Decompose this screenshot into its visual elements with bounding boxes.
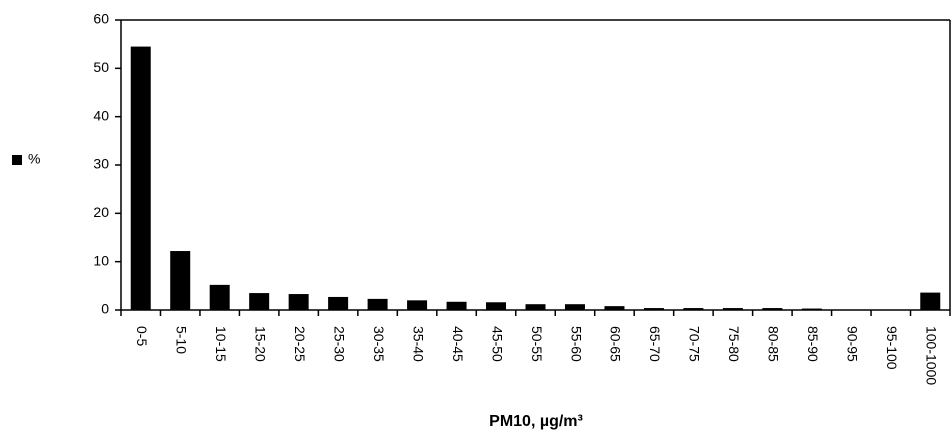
bar [407,300,428,310]
bar [328,296,349,310]
x-tick-label: 65-70 [647,326,663,362]
bar [367,298,388,310]
y-tick-label: 60 [93,11,109,27]
bar [643,308,664,310]
x-tick-label: 15-20 [252,326,268,362]
legend-swatch [12,155,22,165]
x-tick-label: 50-55 [529,326,545,362]
bar [564,304,585,310]
bar [209,284,230,310]
bar [683,308,704,310]
x-tick-label: 70-75 [687,326,703,362]
bar [604,306,625,310]
y-tick-label: 0 [101,301,109,317]
x-tick-label: 55-60 [568,326,584,362]
bar [170,251,191,310]
bar [249,293,270,310]
bar [920,292,941,310]
x-tick-label: 10-15 [213,326,229,362]
bar [801,308,822,310]
bar [722,308,743,310]
y-tick-label: 10 [93,252,109,268]
x-tick-label: 90-95 [845,326,861,362]
x-tick-label: 75-80 [726,326,742,362]
x-tick-label: 40-45 [450,326,466,362]
y-tick-label: 30 [93,156,109,172]
bar [288,294,309,310]
x-tick-label: 35-40 [410,326,426,362]
bar [525,304,546,310]
bar [486,302,507,310]
x-tick-label: 60-65 [608,326,624,362]
x-tick-label: 25-30 [331,326,347,362]
bar [130,46,151,310]
x-tick-label: 5-10 [174,326,190,354]
x-tick-label: 80-85 [766,326,782,362]
x-axis-title: PM10, µg/m³ [489,413,583,430]
y-tick-label: 20 [93,204,109,220]
bar [446,301,467,310]
x-tick-label: 100-1000 [924,326,940,385]
x-tick-label: 0-5 [134,326,150,346]
legend-label: % [28,151,40,167]
x-tick-label: 45-50 [489,326,505,362]
x-tick-label: 20-25 [292,326,308,362]
y-tick-label: 40 [93,107,109,123]
x-tick-label: 30-35 [371,326,387,362]
x-tick-label: 85-90 [805,326,821,362]
bar [762,308,783,310]
x-tick-label: 95-100 [884,326,900,370]
y-tick-label: 50 [93,59,109,75]
